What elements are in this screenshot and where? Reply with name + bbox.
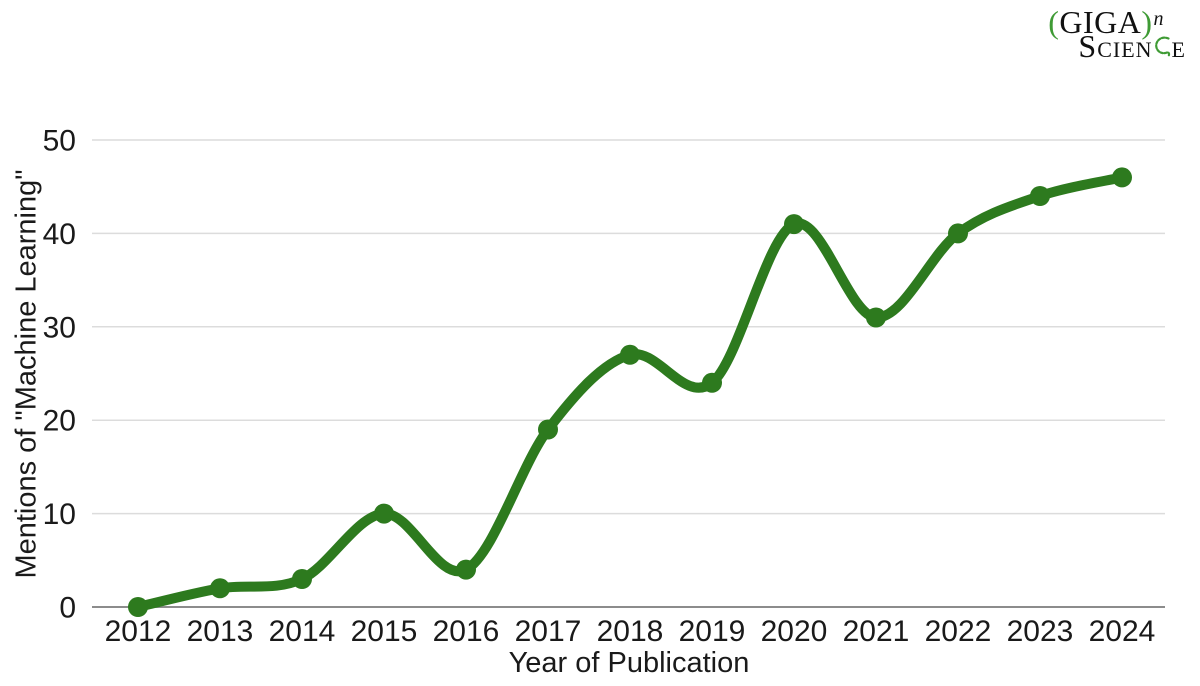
data-point [1112,167,1132,188]
data-line [133,172,1127,612]
y-tick-label: 10 [43,498,76,531]
x-tick-label: 2018 [597,615,664,648]
data-point [948,223,968,244]
dna-helix-c-icon [1154,36,1170,57]
logo-close-paren: ) [1141,4,1153,40]
x-tick-label: 2021 [843,615,910,648]
x-tick-label: 2015 [351,615,418,648]
data-point [784,214,804,235]
data-point [456,559,476,580]
data-point [866,307,886,328]
x-tick-label: 2020 [761,615,828,648]
y-tick-label: 50 [43,125,76,158]
data-point [210,578,230,599]
data-point [128,597,148,617]
x-tick-label: 2013 [187,615,254,648]
logo-giga-text: GIGA [1059,4,1142,40]
logo-open-paren: ( [1048,4,1060,40]
x-tick-label: 2024 [1089,615,1156,648]
y-axis-title: Mentions of "Machine Learning" [10,169,43,579]
x-tick-label: 2019 [679,615,746,648]
data-point [292,569,312,589]
x-tick-label: 2012 [105,615,172,648]
gigascience-logo: (GIGA)n S CIEN E [1048,6,1186,62]
x-tick-label: 2014 [269,615,336,648]
data-point [1030,186,1050,206]
y-tick-label: 40 [43,218,76,251]
data-point [702,372,722,393]
y-tick-label: 0 [59,592,76,625]
logo-science-text: CIEN [1097,37,1153,62]
x-tick-label: 2016 [433,615,500,648]
logo-science-final-e: E [1171,37,1186,62]
x-tick-label: 2023 [1007,615,1074,648]
logo-giga-line: (GIGA)n [1048,6,1186,38]
data-point [620,344,640,365]
data-point [374,503,394,524]
logo-science-line: S CIEN E [1048,30,1186,62]
logo-exponent: n [1153,8,1164,30]
logo-science-initial: S [1078,28,1098,64]
data-point [538,419,558,440]
y-tick-label: 20 [43,405,76,438]
x-tick-label: 2017 [515,615,582,648]
y-tick-label: 30 [43,311,76,344]
x-tick-label: 2022 [925,615,992,648]
x-axis-title: Year of Publication [508,647,750,679]
